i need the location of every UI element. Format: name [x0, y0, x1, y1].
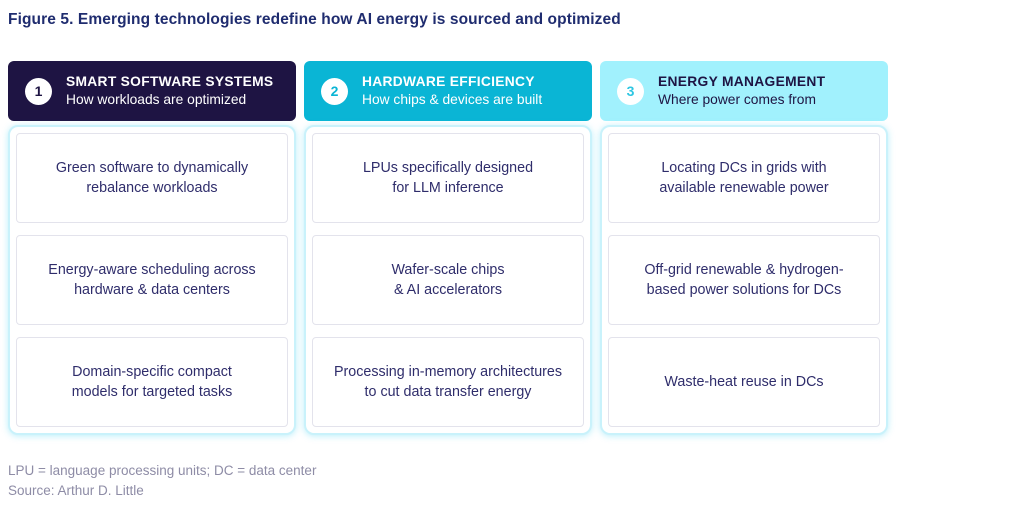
step-number-badge: 3 [617, 77, 644, 105]
column-subheading: How workloads are optimized [66, 92, 247, 107]
step-number-badge: 2 [321, 77, 348, 105]
tech-card: Wafer-scale chips & AI accelerators [312, 235, 584, 325]
card-line: Locating DCs in grids with [661, 159, 827, 176]
column-subheading: Where power comes from [658, 92, 816, 107]
card-line: Energy-aware scheduling across [48, 261, 256, 278]
column-smart-software-systems: 1 SMART SOFTWARE SYSTEMS How workloads a… [8, 61, 296, 435]
tech-card: Locating DCs in grids with available ren… [608, 133, 880, 223]
card-line: Domain-specific compact [72, 363, 232, 380]
card-line: & AI accelerators [393, 282, 503, 298]
card-line: Off-grid renewable & hydrogen- [644, 261, 844, 278]
card-line: models for targeted tasks [71, 384, 233, 400]
column-heading: SMART SOFTWARE SYSTEMS [66, 73, 274, 89]
step-number-badge: 1 [25, 77, 52, 105]
tech-card: LPUs specifically designed for LLM infer… [312, 133, 584, 223]
column-hardware-efficiency: 2 HARDWARE EFFICIENCY How chips & device… [304, 61, 592, 435]
three-column-board: 1 SMART SOFTWARE SYSTEMS How workloads a… [8, 61, 888, 435]
column-subheading: How chips & devices are built [362, 92, 543, 107]
card-text: Energy-aware scheduling across hardware … [48, 260, 255, 300]
card-line: Processing in-memory architectures [333, 363, 563, 380]
figure-footnotes: LPU = language processing units; DC = da… [8, 461, 1024, 501]
card-line: Waste-heat reuse in DCs [664, 373, 824, 390]
card-line: based power solutions for DCs [646, 282, 842, 298]
card-text: Green software to dynamically rebalance … [56, 158, 248, 198]
column-heading: ENERGY MANAGEMENT [658, 73, 826, 89]
tech-card: Energy-aware scheduling across hardware … [16, 235, 288, 325]
card-text: Processing in-memory architectures to cu… [334, 362, 562, 402]
card-text: Off-grid renewable & hydrogen- based pow… [644, 260, 843, 300]
tech-card: Domain-specific compact models for targe… [16, 337, 288, 427]
tech-card: Waste-heat reuse in DCs [608, 337, 880, 427]
card-line: rebalance workloads [86, 180, 218, 196]
card-text: Wafer-scale chips & AI accelerators [391, 260, 504, 300]
column-header: 3 ENERGY MANAGEMENT Where power comes fr… [600, 61, 888, 121]
card-line: hardware & data centers [74, 282, 230, 298]
card-line: Green software to dynamically [55, 159, 249, 176]
abbreviation-note: LPU = language processing units; DC = da… [8, 463, 317, 478]
tech-card: Processing in-memory architectures to cu… [312, 337, 584, 427]
tech-card: Off-grid renewable & hydrogen- based pow… [608, 235, 880, 325]
card-group: Green software to dynamically rebalance … [8, 125, 296, 435]
card-line: LPUs specifically designed [362, 159, 534, 176]
column-header: 1 SMART SOFTWARE SYSTEMS How workloads a… [8, 61, 296, 121]
column-header: 2 HARDWARE EFFICIENCY How chips & device… [304, 61, 592, 121]
card-text: Locating DCs in grids with available ren… [659, 158, 828, 198]
column-header-text: HARDWARE EFFICIENCY How chips & devices … [362, 73, 542, 109]
tech-card: Green software to dynamically rebalance … [16, 133, 288, 223]
card-line: available renewable power [659, 180, 829, 196]
card-line: to cut data transfer energy [364, 384, 532, 400]
card-text: LPUs specifically designed for LLM infer… [363, 158, 533, 198]
card-line: Wafer-scale chips [391, 261, 505, 278]
column-energy-management: 3 ENERGY MANAGEMENT Where power comes fr… [600, 61, 888, 435]
column-header-text: ENERGY MANAGEMENT Where power comes from [658, 73, 825, 109]
card-text: Waste-heat reuse in DCs [664, 372, 823, 392]
column-heading: HARDWARE EFFICIENCY [362, 73, 535, 89]
card-text: Domain-specific compact models for targe… [72, 362, 233, 402]
card-line: for LLM inference [392, 180, 504, 196]
card-group: LPUs specifically designed for LLM infer… [304, 125, 592, 435]
source-note: Source: Arthur D. Little [8, 482, 144, 498]
figure-title: Figure 5. Emerging technologies redefine… [8, 11, 621, 28]
card-group: Locating DCs in grids with available ren… [600, 125, 888, 435]
column-header-text: SMART SOFTWARE SYSTEMS How workloads are… [66, 73, 273, 109]
